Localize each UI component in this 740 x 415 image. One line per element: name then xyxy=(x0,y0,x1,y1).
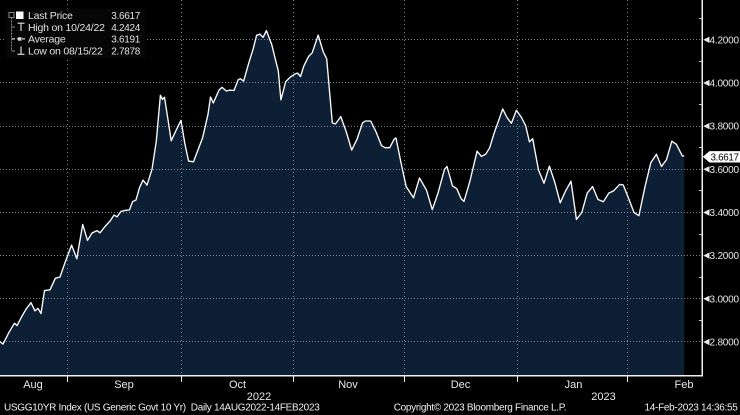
svg-text:Average: Average xyxy=(28,34,66,46)
svg-text:Sep: Sep xyxy=(114,379,134,391)
svg-text:Nov: Nov xyxy=(338,379,358,391)
svg-text:3.6617: 3.6617 xyxy=(111,11,141,22)
svg-text:Copyright© 2023 Bloomberg Fina: Copyright© 2023 Bloomberg Finance L.P. xyxy=(394,403,567,414)
svg-text:High on 10/24/22: High on 10/24/22 xyxy=(28,22,105,34)
svg-text:USGG10YR Index (US Generic Gov: USGG10YR Index (US Generic Govt 10 Yr) D… xyxy=(4,403,320,414)
svg-text:4.2424: 4.2424 xyxy=(111,23,141,34)
svg-text:Aug: Aug xyxy=(23,379,43,391)
svg-text:3.2000: 3.2000 xyxy=(710,251,740,262)
svg-text:Last Price: Last Price xyxy=(28,10,73,22)
svg-text:Jan: Jan xyxy=(565,379,583,391)
svg-text:14-Feb-2023 14:36:55: 14-Feb-2023 14:36:55 xyxy=(645,403,739,414)
svg-text:Feb: Feb xyxy=(675,379,694,391)
svg-text:2.8000: 2.8000 xyxy=(710,338,740,349)
svg-text:2.7878: 2.7878 xyxy=(111,46,141,57)
svg-text:4.2000: 4.2000 xyxy=(710,35,740,46)
svg-text:3.6000: 3.6000 xyxy=(710,165,740,176)
svg-text:3.6617: 3.6617 xyxy=(711,153,739,164)
svg-text:3.0000: 3.0000 xyxy=(710,294,740,305)
svg-text:2022: 2022 xyxy=(247,391,271,403)
svg-text:3.4000: 3.4000 xyxy=(710,208,740,219)
svg-text:Oct: Oct xyxy=(229,379,246,391)
svg-text:4.0000: 4.0000 xyxy=(710,79,740,90)
svg-text:2023: 2023 xyxy=(591,391,615,403)
svg-text:Low on 08/15/22: Low on 08/15/22 xyxy=(28,45,103,57)
svg-text:3.8000: 3.8000 xyxy=(710,122,740,133)
svg-text:Dec: Dec xyxy=(451,379,471,391)
svg-text:3.6191: 3.6191 xyxy=(111,35,141,46)
